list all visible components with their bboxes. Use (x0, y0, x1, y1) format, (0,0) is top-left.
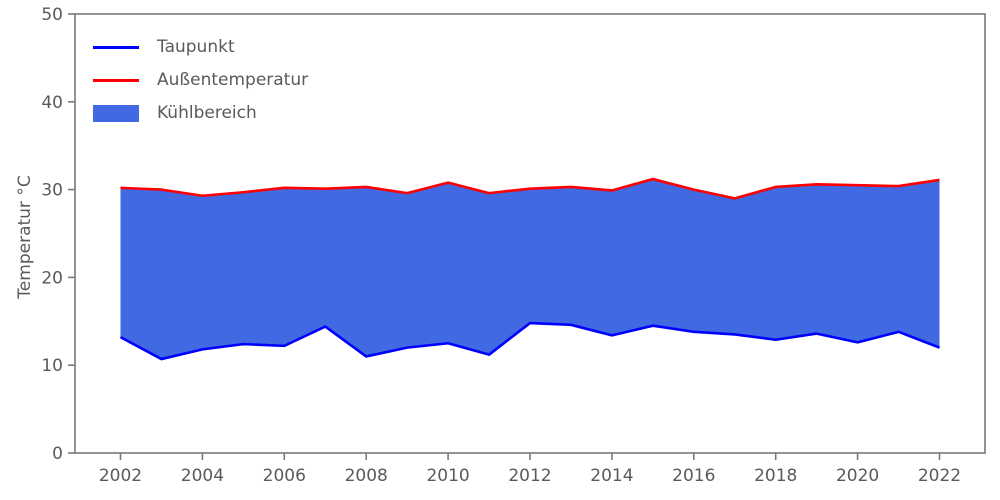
svg-text:20: 20 (41, 268, 63, 288)
svg-text:2002: 2002 (99, 466, 142, 486)
svg-text:2018: 2018 (754, 466, 797, 486)
svg-text:10: 10 (41, 356, 63, 376)
svg-text:2012: 2012 (508, 466, 551, 486)
svg-text:2008: 2008 (345, 466, 388, 486)
svg-text:50: 50 (41, 5, 63, 25)
svg-text:2022: 2022 (918, 466, 961, 486)
kuehlbereich-fill-swatch (93, 104, 139, 122)
svg-text:2014: 2014 (590, 466, 633, 486)
legend-label-kuehlbereich: Kühlbereich (157, 103, 257, 123)
svg-text:2004: 2004 (181, 466, 224, 486)
svg-text:30: 30 (41, 181, 63, 201)
svg-text:2020: 2020 (836, 466, 879, 486)
legend-item-taupunkt: Taupunkt (93, 36, 308, 58)
taupunkt-line-swatch (93, 45, 139, 49)
svg-text:2010: 2010 (426, 466, 469, 486)
svg-text:2006: 2006 (263, 466, 306, 486)
svg-text:2016: 2016 (672, 466, 715, 486)
legend-label-aussentemperatur: Außentemperatur (157, 70, 309, 90)
y-axis-label: Temperatur °C (15, 175, 35, 299)
legend-item-kuehlbereich: Kühlbereich (93, 102, 308, 124)
svg-text:0: 0 (52, 444, 63, 464)
aussentemperatur-line-swatch (93, 78, 139, 82)
svg-text:40: 40 (41, 93, 63, 113)
legend-item-aussentemperatur: Außentemperatur (93, 69, 308, 91)
chart-legend: Taupunkt Außentemperatur Kühlbereich (93, 36, 308, 124)
legend-label-taupunkt: Taupunkt (157, 37, 235, 57)
